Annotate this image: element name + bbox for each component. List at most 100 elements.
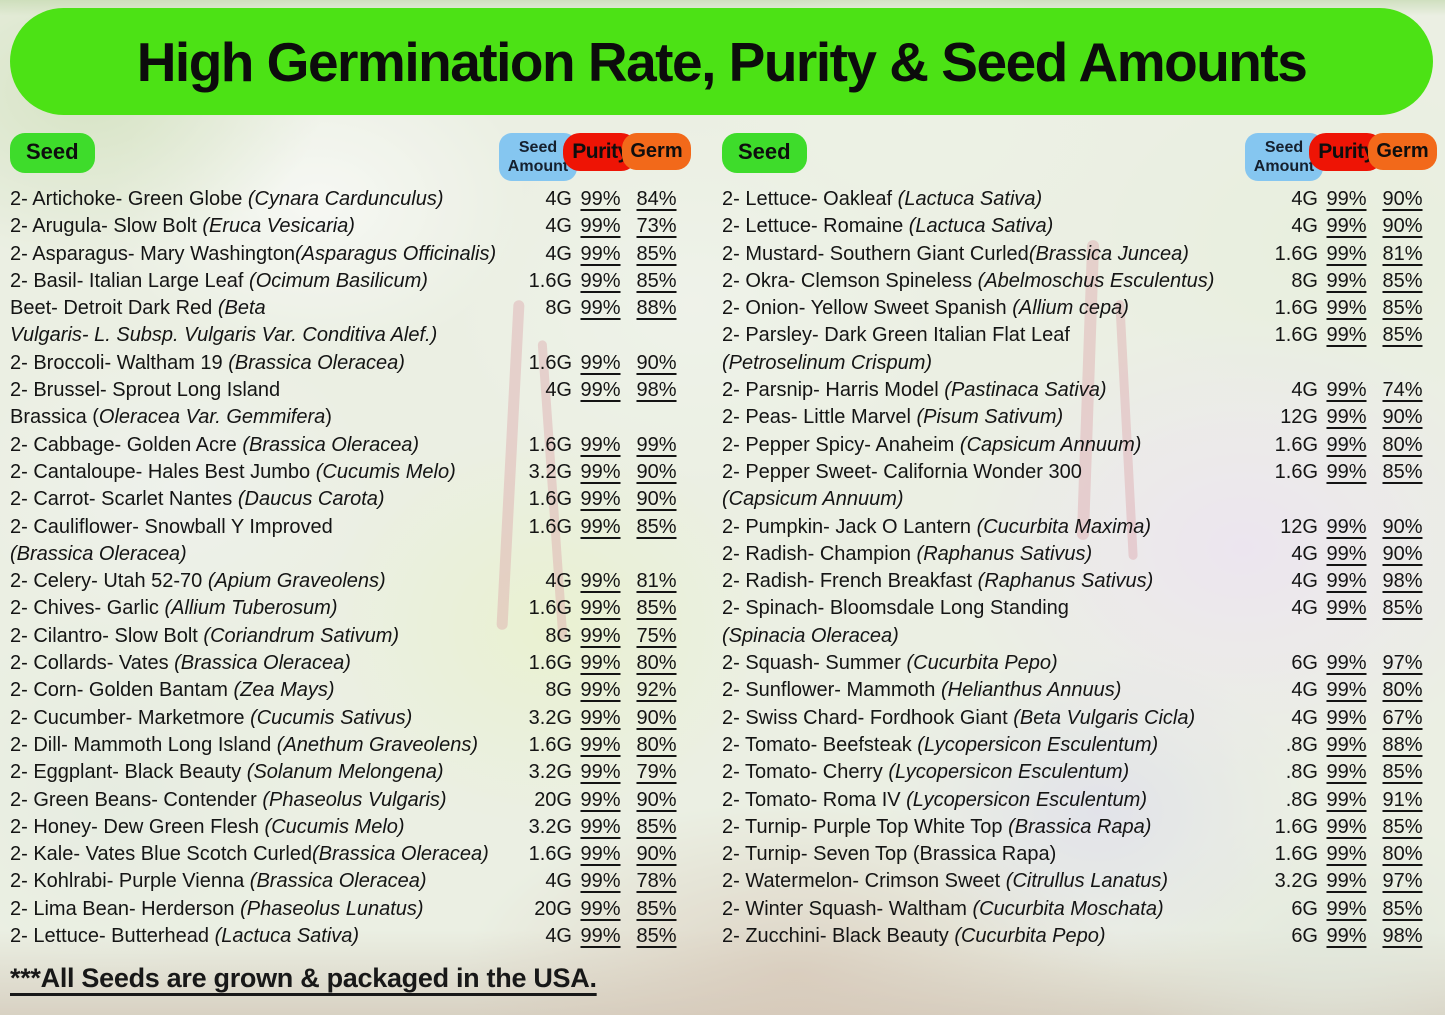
common-name: 2- Swiss Chard- Fordhook Giant xyxy=(722,706,1014,729)
common-name: 2- Tomato- Beefsteak xyxy=(722,733,918,756)
seed-row: 2- Watermelon- Crimson Sweet (Citrullus … xyxy=(722,868,1430,895)
purity-value: 99% xyxy=(1326,870,1367,893)
germ-value: 80% xyxy=(636,733,677,756)
seed-amount-value: 8G xyxy=(545,624,572,647)
seed-amount-value: 4G xyxy=(1291,597,1318,620)
germ-value: 88% xyxy=(1382,733,1423,756)
seed-row: 2- Mustard- Southern Giant Curled(Brassi… xyxy=(722,241,1430,268)
seed-row: 2- Kohlrabi- Purple Vienna (Brassica Ole… xyxy=(10,868,684,895)
purity-value: 99% xyxy=(580,815,621,838)
common-name: 2- Asparagus- Mary Washington xyxy=(10,242,295,265)
purity-value: 99% xyxy=(580,761,621,784)
germ-value: 88% xyxy=(636,297,677,320)
seed-amount-value: 1.6G xyxy=(528,269,572,292)
seed-amount-value: 20G xyxy=(534,897,572,920)
seed-name: 2- Parsley- Dark Green Italian Flat Leaf xyxy=(722,322,1250,349)
seed-row: 2- Honey- Dew Green Flesh (Cucumis Melo)… xyxy=(10,814,684,841)
seed-name: 2- Corn- Golden Bantam (Zea Mays) xyxy=(10,677,504,704)
purity-value: 99% xyxy=(580,897,621,920)
purity-value: 99% xyxy=(580,624,621,647)
purity-value: 99% xyxy=(1326,570,1367,593)
seed-row: 2- Peas- Little Marvel (Pisum Sativum) 12… xyxy=(722,404,1430,431)
seed-row: 2- Brussel- Sprout Long Island 4G 99% 98% Br… xyxy=(10,377,684,432)
seed-row: 2- Eggplant- Black Beauty (Solanum Melon… xyxy=(10,759,684,786)
scientific-name: (Coriandrum Sativum) xyxy=(203,624,400,647)
scientific-name: (Citrullus Lanatus) xyxy=(1005,870,1169,893)
scientific-name: (Lactuca Sativa) xyxy=(214,925,360,948)
seed-name: 2- Kohlrabi- Purple Vienna (Brassica Ole… xyxy=(10,868,504,895)
scientific-name: (Allium cepa) xyxy=(1012,297,1129,320)
seed-row: 2- Pepper Spicy- Anaheim (Capsicum Annuu… xyxy=(722,432,1430,459)
purity-value: 99% xyxy=(580,433,621,456)
scientific-name: (Lactuca Sativa) xyxy=(908,215,1054,238)
purity-value: 99% xyxy=(1326,215,1367,238)
seed-row: 2- Spinach- Bloomsdale Long Standing 4G 99… xyxy=(722,595,1430,650)
common-name: 2- Okra- Clemson Spineless xyxy=(722,269,978,292)
common-name: 2- Kale- Vates Blue Scotch Curled xyxy=(10,843,313,866)
seed-name: 2- Arugula- Slow Bolt (Eruca Vesicaria) xyxy=(10,213,504,240)
seed-row: 2- Pumpkin- Jack O Lantern (Cucurbita Ma… xyxy=(722,514,1430,541)
seed-row: 2- Arugula- Slow Bolt (Eruca Vesicaria) 4… xyxy=(10,213,684,240)
seed-name: Beet- Detroit Dark Red (Beta xyxy=(10,295,504,322)
seed-name: 2- Pumpkin- Jack O Lantern (Cucurbita Ma… xyxy=(722,514,1250,541)
germ-value: 90% xyxy=(1382,542,1423,565)
common-name: 2- Dill- Mammoth Long Island xyxy=(10,733,277,756)
seed-name: 2- Tomato- Roma IV (Lycopersicon Esculen… xyxy=(722,787,1250,814)
seed-amount-value: 3.2G xyxy=(528,460,572,483)
scientific-name: (Brassica Oleracea) xyxy=(249,870,427,893)
scientific-name: (Brassica Oleracea) xyxy=(312,843,489,866)
germ-value: 90% xyxy=(636,843,677,866)
seed-name: 2- Lettuce- Romaine (Lactuca Sativa) xyxy=(722,213,1250,240)
purity-value: 99% xyxy=(580,706,621,729)
purity-value: 99% xyxy=(1326,815,1367,838)
common-name: 2- Cabbage- Golden Acre xyxy=(10,433,243,456)
seed-name: 2- Green Beans- Contender (Phaseolus Vul… xyxy=(10,787,504,814)
common-name: 2- Cilantro- Slow Bolt xyxy=(10,624,204,647)
germ-value: 85% xyxy=(1382,324,1423,347)
germ-value: 80% xyxy=(1382,433,1423,456)
seed-amount-value: 4G xyxy=(545,870,572,893)
common-name: 2- Arugula- Slow Bolt xyxy=(10,215,203,238)
title-banner: High Germination Rate, Purity & Seed Amo… xyxy=(10,8,1433,115)
seed-amount-value: 1.6G xyxy=(528,488,572,511)
seed-amount-value: 4G xyxy=(1291,215,1318,238)
germ-value: 90% xyxy=(1382,188,1423,210)
scientific-name: (Brassica Oleracea) xyxy=(174,652,351,675)
scientific-name: (Solanum Melongena) xyxy=(246,761,444,784)
seed-amount-value: 1.6G xyxy=(528,351,572,374)
seed-amount-value: 1.6G xyxy=(528,843,572,866)
seed-amount-value: 1.6G xyxy=(1274,324,1318,347)
page-title: High Germination Rate, Purity & Seed Amo… xyxy=(136,30,1308,93)
scientific-name: (Beta xyxy=(217,297,266,320)
purity-value: 99% xyxy=(580,733,621,756)
germ-value: 90% xyxy=(1382,215,1423,238)
purity-value: 99% xyxy=(580,297,621,320)
seed-row: 2- Tomato- Cherry (Lycopersicon Esculent… xyxy=(722,759,1430,786)
seed-name: 2- Sunflower- Mammoth (Helianthus Annuus… xyxy=(722,677,1250,704)
purity-value: 99% xyxy=(1326,843,1367,866)
seed-name-continued: (Spinacia Oleracea) xyxy=(722,623,1430,650)
purity-value: 99% xyxy=(580,269,621,292)
common-name: 2- Lettuce- Butterhead xyxy=(10,925,215,948)
seed-row: 2- Radish- Champion (Raphanus Sativus) 4G… xyxy=(722,541,1430,568)
purity-value: 99% xyxy=(580,460,621,483)
scientific-name: (Raphanus Sativus) xyxy=(977,570,1154,593)
scientific-name: (Asparagus Officinalis) xyxy=(294,242,497,265)
seed-row: 2- Celery- Utah 52-70 (Apium Graveolens)… xyxy=(10,568,684,595)
seed-row: 2- Okra- Clemson Spineless (Abelmoschus … xyxy=(722,268,1430,295)
germ-value: 85% xyxy=(1382,897,1423,920)
purity-value: 99% xyxy=(1326,460,1367,483)
common-name: 2- Lettuce- Oakleaf xyxy=(722,188,898,210)
scientific-name: (Lycopersicon Esculentum) xyxy=(888,761,1130,784)
purity-value: 99% xyxy=(1326,269,1367,292)
purity-value: 99% xyxy=(1326,652,1367,675)
seed-name: 2- Chives- Garlic (Allium Tuberosum) xyxy=(10,595,504,622)
seed-amount-value: 4G xyxy=(1291,570,1318,593)
purity-value: 99% xyxy=(580,843,621,866)
common-name: 2- Onion- Yellow Sweet Spanish xyxy=(722,297,1013,320)
seed-table-right: Seed Seed Amount Purity Germ 2- Lettuce-… xyxy=(722,133,1437,950)
common-name: 2- Squash- Summer xyxy=(722,652,907,675)
seed-row: 2- Lettuce- Butterhead (Lactuca Sativa) 4… xyxy=(10,923,684,950)
